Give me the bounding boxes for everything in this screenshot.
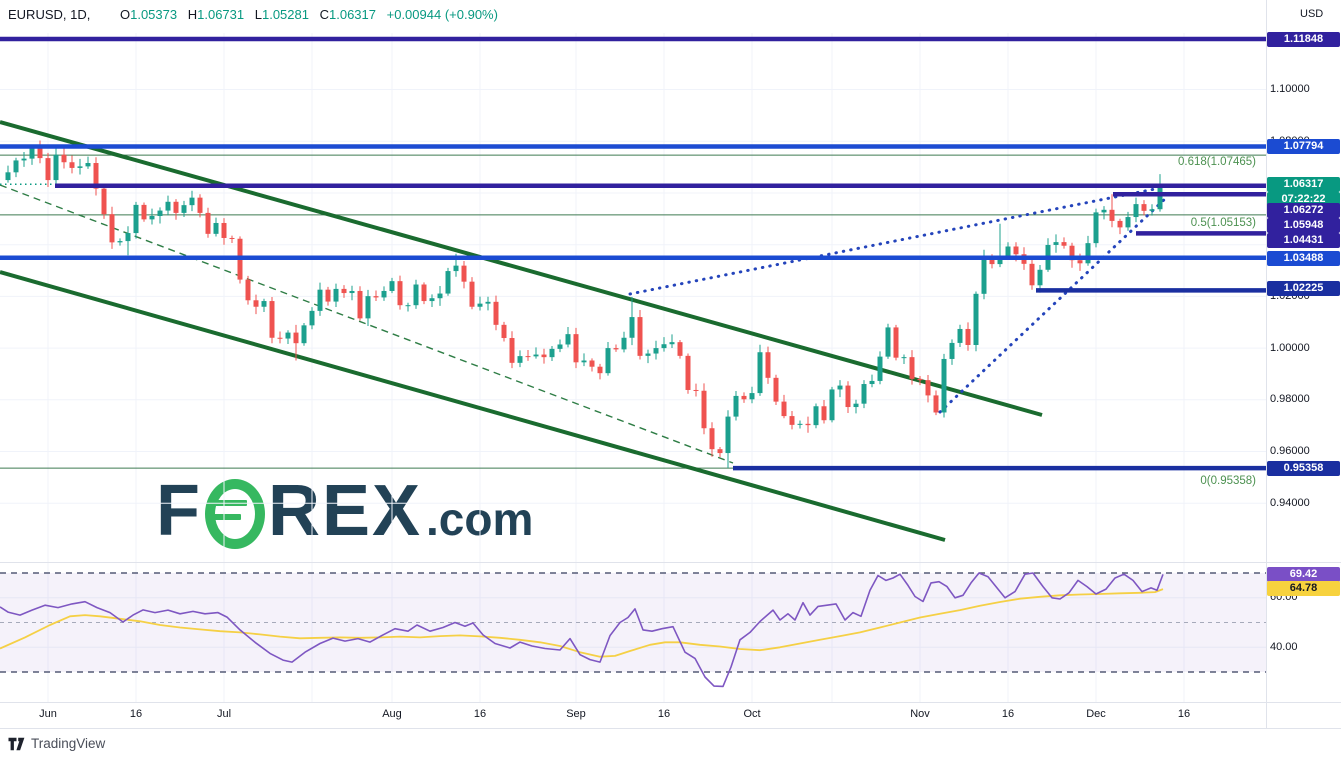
price-axis-badge: 1.06272 [1267,203,1340,218]
close-key: C [319,7,329,22]
time-axis-label: Dec [1086,708,1106,720]
fib-level-label: 0.618(1.07465) [1177,156,1256,168]
price-axis-badge: 1.11848 [1267,32,1340,47]
price-axis-badge: 69.42 [1267,567,1340,582]
time-axis-label: Jul [216,708,232,720]
time-axis-label: 16 [129,708,143,720]
rsi-line [0,572,1164,688]
high-value: 1.06731 [197,7,245,22]
price-tick-label: 0.96000 [1270,445,1310,457]
low-key: L [254,7,262,22]
time-axis-label: Oct [743,708,761,720]
time-axis[interactable] [0,703,1266,729]
time-axis-label: 16 [473,708,487,720]
tradingview-logo-icon [8,737,25,750]
wedge-upper-trendline [628,187,1157,296]
time-axis-label: Nov [910,708,930,720]
time-axis-label: Jun [39,708,57,720]
price-axis-badge: 64.78 [1267,581,1340,596]
tradingview-attribution[interactable]: TradingView [8,736,105,751]
channel-lower-trendline [0,270,946,542]
price-tick-label: 1.00000 [1270,341,1310,354]
time-axis-label: Sep [566,708,586,720]
fib-trend-trendline [0,184,734,464]
price-axis-badge: 1.06317 [1267,177,1340,192]
watermark-text-rex: REX [267,471,423,551]
open-key: O [119,7,131,22]
time-axis-label: 16 [657,708,671,720]
price-tick-label: 0.98000 [1270,393,1310,406]
high-key: H [187,7,198,22]
price-axis-badge: 1.04431 [1267,233,1340,248]
time-axis-label: 16 [1001,708,1015,720]
symbol-legend[interactable]: EURUSD, 1D, O1.05373 H1.06731 L1.05281 C… [8,7,498,22]
fib-level-label: 0.5(1.05153) [1190,217,1256,229]
close-value: 1.06317 [329,7,376,22]
price-tick-label: 1.10000 [1270,83,1310,95]
price-axis-badge: 1.02225 [1267,281,1340,296]
low-value: 1.05281 [261,7,309,22]
wedge-lower-trendline [938,195,1169,414]
candlestick-series [5,140,1163,469]
watermark-text-f: F [156,471,202,551]
axis-currency-label: USD [1300,8,1324,20]
time-axis-label: 16 [1177,708,1191,720]
open-value: 1.05373 [130,7,178,22]
price-axis[interactable] [1267,0,1341,729]
price-axis-badge: 1.07794 [1267,139,1340,154]
rsi-ma-line [0,588,1164,658]
change-value: +0.00944 (+0.90%) [386,7,498,22]
fib-level-label: 0(0.95358) [1200,475,1256,487]
price-axis-badge: 1.03488 [1267,251,1340,266]
channel-upper-trendline [0,120,1043,417]
price-axis-badge: 1.05948 [1267,218,1340,233]
price-tick-label: 40.00 [1270,640,1298,653]
tradingview-brand-text[interactable]: TradingView [31,736,106,751]
symbol-title[interactable]: EURUSD, 1D, [8,7,91,22]
price-axis-badge: 0.95358 [1267,460,1340,476]
time-axis-label: Aug [382,708,402,720]
price-tick-label: 0.94000 [1270,496,1310,509]
